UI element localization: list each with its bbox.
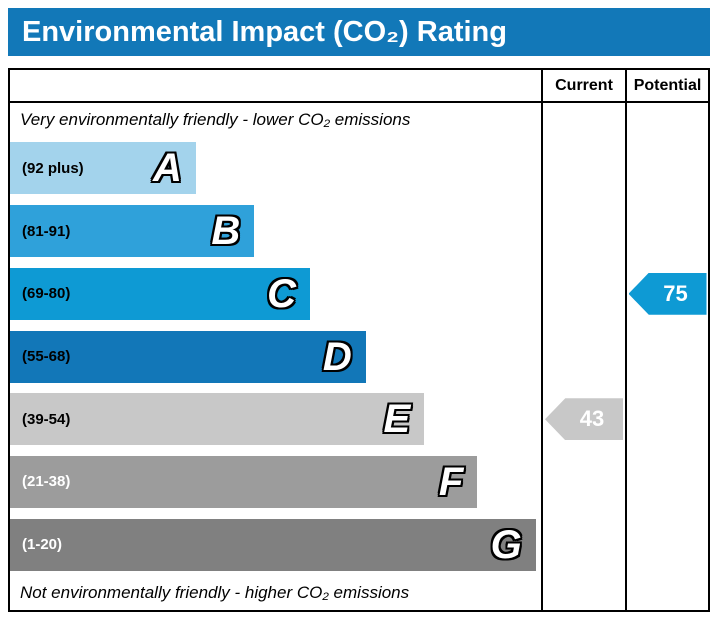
band-bar-d: (55-68) D [10,330,366,383]
band-range-label: (55-68) [22,348,71,366]
band-bar-e: (39-54) E [10,393,425,446]
band-letter: G [490,522,522,567]
band-row-d: (55-68) D [10,325,541,388]
potential-arrow: 75 [628,272,707,315]
current-arrow: 43 [545,398,623,441]
current-slot-c [543,262,625,325]
band-bar-g: (1-20) G [10,518,536,571]
header-spacer [10,70,541,103]
band-bar-f: (21-38) F [10,455,478,508]
band-row-g: (1-20) G [10,513,541,576]
current-slot-b [543,200,625,263]
band-bar-c: (69-80) C [10,267,310,320]
band-range-label: (21-38) [22,473,71,491]
potential-value: 75 [663,280,688,306]
potential-slot-g [627,513,708,576]
potential-bottom-spacer [627,576,708,610]
current-slot-f [543,451,625,514]
band-row-a: (92 plus) A [10,137,541,200]
band-range-label: (39-54) [22,410,71,428]
potential-slot-a [627,137,708,200]
band-letter: E [383,397,411,442]
band-letter: B [211,209,241,254]
band-row-c: (69-80) C [10,262,541,325]
current-slot-d [543,325,625,388]
bands-column: Very environmentally friendly - lower CO… [10,70,541,610]
bottom-note: Not environmentally friendly - higher CO… [20,583,410,603]
current-column-header: Current [543,70,625,103]
current-bottom-spacer [543,576,625,610]
band-row-b: (81-91) B [10,200,541,263]
band-letter: A [152,146,182,191]
potential-column: Potential 75 [625,70,708,610]
band-letter: F [438,459,464,504]
band-bar-a: (92 plus) A [10,142,196,195]
page-title: Environmental Impact (CO₂) Rating [22,15,507,48]
band-range-label: (69-80) [22,285,71,303]
current-slot-g [543,513,625,576]
top-note: Very environmentally friendly - lower CO… [20,110,411,129]
potential-column-header: Potential [627,70,708,103]
potential-slot-c: 75 [627,262,708,325]
epc-rating-table: Very environmentally friendly - lower CO… [8,68,710,612]
potential-top-spacer [627,103,708,137]
potential-slot-d [627,325,708,388]
page-title-bar: Environmental Impact (CO₂) Rating [8,8,710,56]
current-value: 43 [579,406,605,432]
current-top-spacer [543,103,625,137]
current-slot-e: 43 [543,388,625,451]
potential-slot-e [627,388,708,451]
band-range-label: (81-91) [22,222,71,240]
current-column: Current 43 [541,70,625,610]
potential-slot-b [627,200,708,263]
band-row-f: (21-38) F [10,451,541,514]
potential-slot-f [627,451,708,514]
band-range-label: (92 plus) [22,159,84,177]
band-bar-b: (81-91) B [10,205,255,258]
band-row-e: (39-54) E [10,388,541,451]
band-letter: D [322,334,352,379]
band-letter: C [267,271,296,316]
current-slot-a [543,137,625,200]
band-range-label: (1-20) [22,536,63,554]
